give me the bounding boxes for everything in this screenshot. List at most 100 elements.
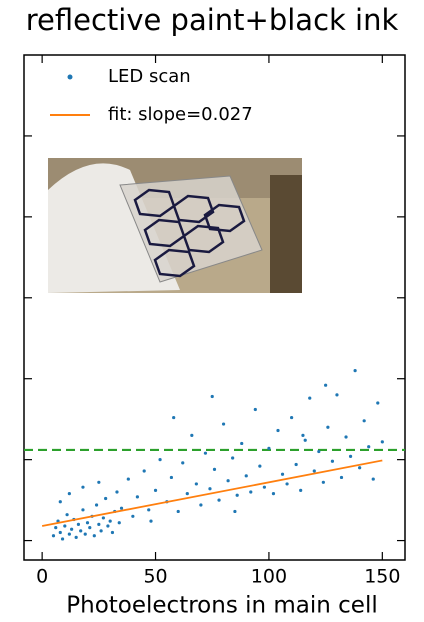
- scatter-point: [271, 492, 276, 496]
- scatter-point: [210, 394, 214, 399]
- scatter-point: [76, 522, 81, 526]
- x-axis-label: Photoelectrons in main cell: [66, 593, 378, 619]
- scatter-point: [83, 532, 87, 536]
- scatter-point: [99, 529, 103, 533]
- scatter-point: [362, 419, 366, 423]
- scatter-point: [208, 487, 212, 491]
- scatter-point: [88, 526, 92, 530]
- scatter-point: [185, 492, 189, 496]
- scatter-point: [101, 516, 105, 520]
- scatter-point: [262, 485, 266, 489]
- scatter-point: [233, 509, 237, 514]
- scatter-point: [244, 474, 248, 478]
- scatter-point: [51, 534, 56, 538]
- scatter-point: [199, 503, 203, 507]
- scatter-point: [85, 521, 90, 525]
- scatter-point: [253, 407, 257, 412]
- scatter-point: [348, 454, 353, 459]
- scatter-point: [285, 482, 289, 486]
- scatter-point: [181, 461, 185, 465]
- scatter-point: [240, 441, 244, 446]
- scatter-point: [172, 415, 176, 420]
- scatter-point: [176, 509, 180, 514]
- scatter-point: [104, 496, 108, 501]
- inset-photo: [48, 158, 302, 293]
- legend-label: fit: slope=0.027: [108, 104, 253, 125]
- scatter-point: [249, 490, 253, 494]
- scatter-point: [317, 449, 321, 454]
- scatter-point: [169, 475, 174, 480]
- scatter-point: [81, 485, 85, 489]
- scatter-point: [212, 467, 217, 471]
- fit-line: [41, 459, 383, 527]
- x-tick-label: 50: [143, 566, 167, 588]
- scatter-point: [158, 458, 162, 462]
- scatter-point: [63, 524, 67, 528]
- scatter-point: [131, 514, 135, 518]
- scatter-point: [217, 498, 221, 502]
- scatter-point: [226, 479, 230, 483]
- scatter-point: [276, 428, 280, 433]
- scatter-point: [106, 524, 110, 528]
- scatter-point: [108, 519, 112, 523]
- scatter-point: [149, 519, 153, 523]
- scatter-point: [324, 383, 328, 387]
- scatter-point: [344, 435, 348, 439]
- scatter-point: [94, 503, 99, 507]
- scatter-point: [117, 521, 121, 525]
- scatter-point: [110, 530, 115, 535]
- scatter-point: [301, 433, 305, 437]
- scatter-point: [203, 451, 208, 455]
- scatter-point: [60, 537, 65, 541]
- scatter-point: [97, 480, 101, 484]
- scatter-point: [190, 433, 194, 437]
- scatter-point: [367, 445, 371, 449]
- scatter-point: [126, 477, 130, 481]
- x-tick-label: 100: [251, 566, 287, 588]
- scatter-point: [65, 513, 69, 517]
- scatter-point: [194, 482, 198, 486]
- scatter-point: [358, 466, 362, 470]
- scatter-point: [58, 530, 62, 535]
- scatter-point: [97, 522, 101, 526]
- scatter-point: [299, 488, 303, 493]
- scatter-point: [135, 495, 139, 499]
- scatter-point: [280, 472, 285, 476]
- scatter-point: [258, 464, 262, 468]
- scatter-point: [58, 500, 62, 504]
- plot-frame: [23, 54, 406, 561]
- scatter-point: [308, 396, 312, 400]
- scatter-point: [81, 508, 85, 512]
- scatter-point: [79, 529, 83, 533]
- scatter-point: [74, 535, 78, 539]
- scatter-point: [142, 469, 146, 473]
- scatter-point: [267, 446, 271, 450]
- scatter-point: [119, 506, 124, 510]
- x-tick-label: 0: [36, 566, 48, 588]
- scatter-point: [380, 440, 384, 444]
- scatter-point: [312, 469, 316, 473]
- scatter-point: [353, 369, 357, 373]
- scatter-point: [330, 459, 335, 463]
- scatter-point: [335, 393, 339, 397]
- scatter-point: [231, 456, 235, 460]
- scatter-point: [326, 425, 330, 429]
- scatter-point: [290, 415, 294, 420]
- scatter-point: [153, 488, 158, 493]
- scatter-point: [294, 462, 298, 467]
- scatter-point: [70, 527, 74, 531]
- scatter-point: [303, 438, 307, 442]
- legend-marker: [67, 74, 73, 80]
- chart-title: reflective paint+black ink: [26, 3, 399, 37]
- scatter-point: [67, 492, 71, 496]
- scatter-point: [339, 475, 344, 480]
- scatter-point: [235, 493, 239, 497]
- scatter-point: [376, 401, 380, 405]
- scatter-point: [371, 477, 375, 481]
- legend-label: LED scan: [108, 66, 191, 87]
- scatter-point: [92, 534, 96, 538]
- x-tick-label: 150: [364, 566, 400, 588]
- scatter-point: [147, 508, 151, 512]
- scatter-point: [115, 490, 119, 494]
